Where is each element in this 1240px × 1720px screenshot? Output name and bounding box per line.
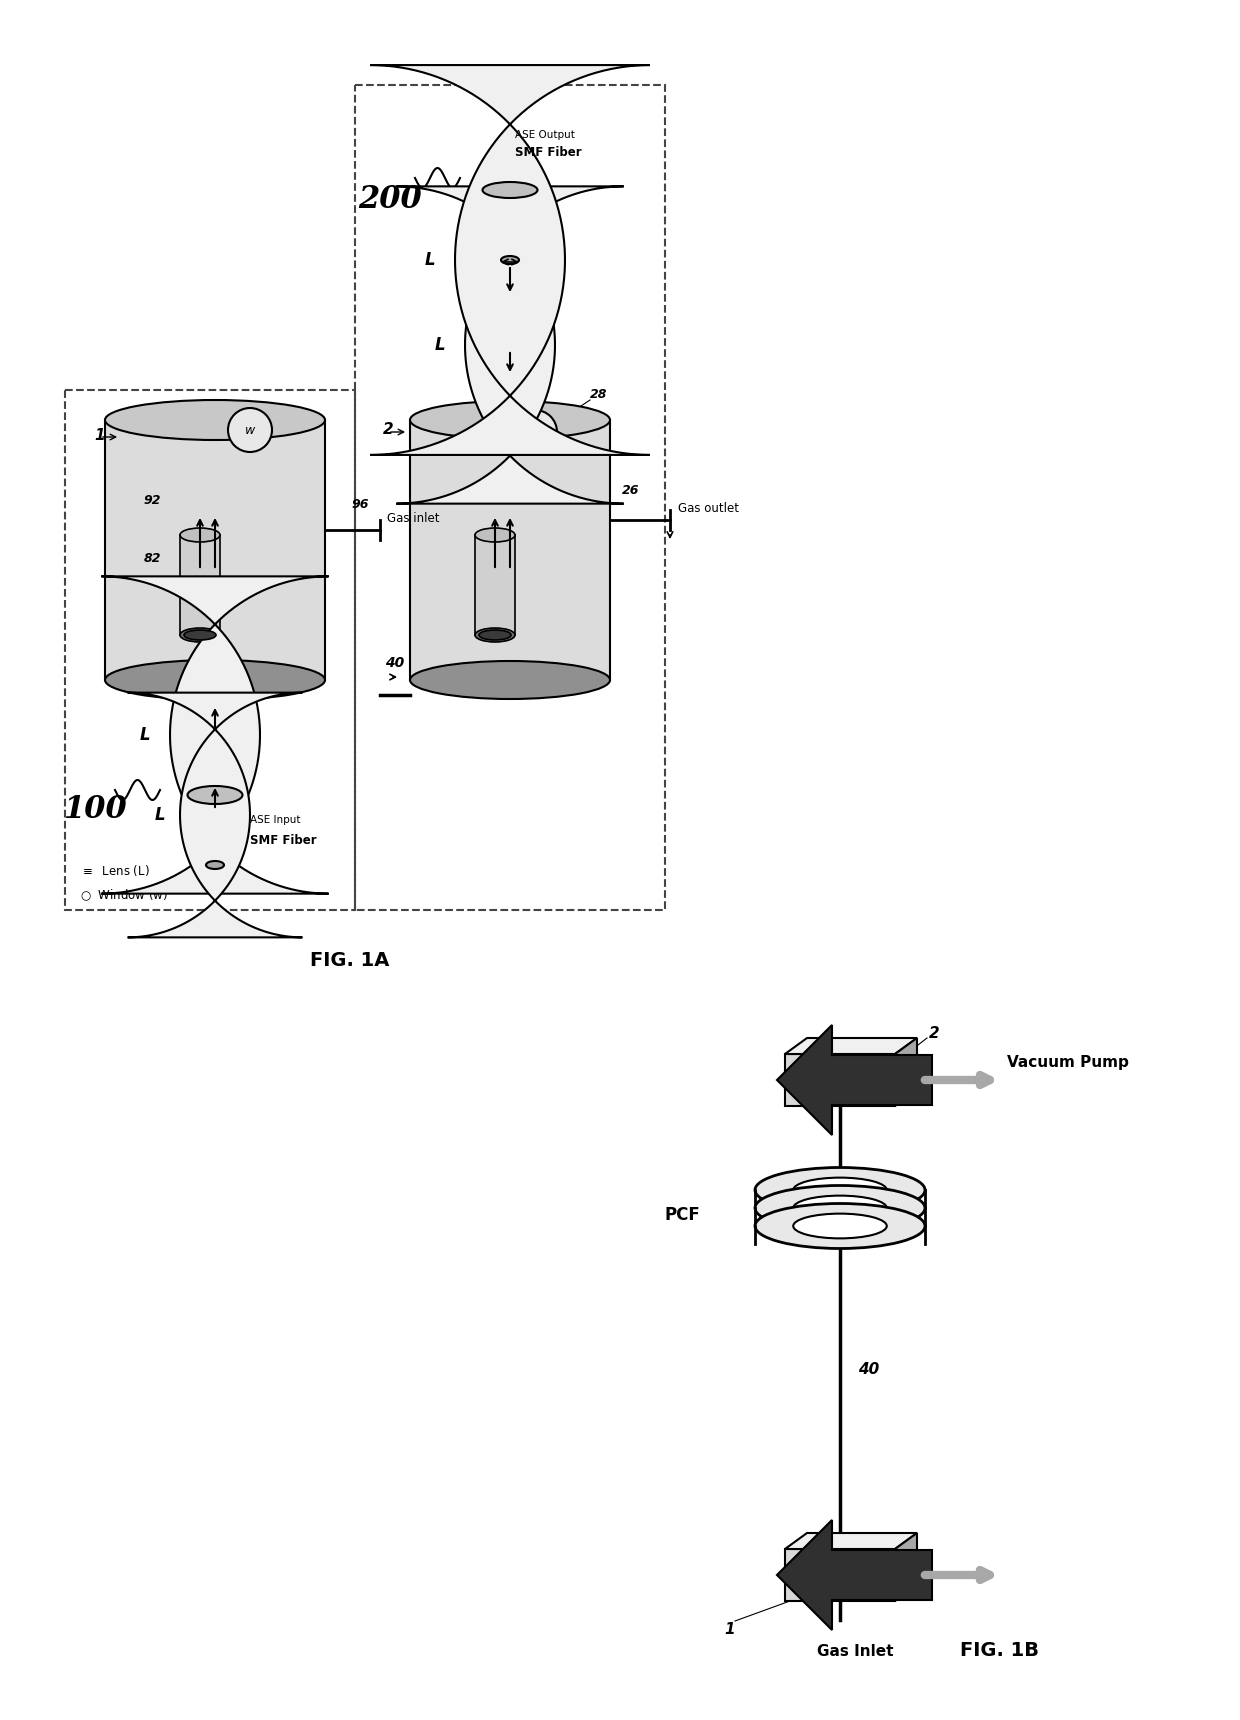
Text: PCF: PCF <box>665 1206 701 1225</box>
Ellipse shape <box>105 660 325 700</box>
Polygon shape <box>895 1037 918 1106</box>
Text: 1: 1 <box>724 1622 735 1636</box>
Polygon shape <box>102 576 329 894</box>
Polygon shape <box>397 186 624 504</box>
Ellipse shape <box>105 401 325 440</box>
Polygon shape <box>785 1037 918 1054</box>
Circle shape <box>228 408 272 452</box>
Ellipse shape <box>755 1185 925 1230</box>
Polygon shape <box>777 1025 932 1135</box>
Polygon shape <box>895 1533 918 1601</box>
Polygon shape <box>482 189 537 260</box>
Polygon shape <box>105 420 325 679</box>
Ellipse shape <box>501 256 520 263</box>
Polygon shape <box>777 1520 932 1631</box>
Polygon shape <box>785 1533 918 1550</box>
Ellipse shape <box>180 628 219 642</box>
Text: 2: 2 <box>929 1025 940 1041</box>
Polygon shape <box>410 420 610 679</box>
Polygon shape <box>785 1054 895 1106</box>
Ellipse shape <box>794 1178 887 1202</box>
Text: 200: 200 <box>358 184 422 215</box>
Text: 26: 26 <box>622 483 640 497</box>
Text: L: L <box>435 335 445 354</box>
Text: w: w <box>529 425 541 439</box>
Text: 28: 28 <box>590 389 608 401</box>
Text: ASE Output: ASE Output <box>515 131 575 139</box>
Text: 96: 96 <box>351 499 368 511</box>
Text: $\equiv$  Lens (L): $\equiv$ Lens (L) <box>81 862 150 877</box>
Ellipse shape <box>180 528 219 542</box>
Text: SMF Fiber: SMF Fiber <box>515 146 582 158</box>
Text: FIG. 1B: FIG. 1B <box>961 1641 1039 1660</box>
Text: L: L <box>155 807 165 824</box>
Polygon shape <box>785 1550 895 1601</box>
Text: 40: 40 <box>386 655 404 671</box>
Text: ASE Input: ASE Input <box>250 815 300 826</box>
Text: Gas inlet: Gas inlet <box>387 511 439 525</box>
Polygon shape <box>475 535 515 635</box>
Polygon shape <box>128 693 303 937</box>
Circle shape <box>513 409 557 454</box>
Ellipse shape <box>184 630 216 640</box>
Text: 82: 82 <box>144 552 161 564</box>
Text: FIG. 1A: FIG. 1A <box>310 951 389 970</box>
Text: 1: 1 <box>94 428 105 442</box>
Ellipse shape <box>475 628 515 642</box>
Text: 40: 40 <box>858 1362 879 1378</box>
Text: Gas outlet: Gas outlet <box>678 502 739 514</box>
Text: SMF Fiber: SMF Fiber <box>250 834 316 846</box>
Ellipse shape <box>755 1168 925 1213</box>
Ellipse shape <box>482 182 537 198</box>
Ellipse shape <box>206 862 224 869</box>
Polygon shape <box>187 795 243 865</box>
Polygon shape <box>180 535 219 635</box>
Ellipse shape <box>794 1214 887 1238</box>
Ellipse shape <box>410 660 610 698</box>
Text: 100: 100 <box>63 795 126 826</box>
Text: 2: 2 <box>383 423 393 437</box>
Text: Gas Inlet: Gas Inlet <box>817 1644 893 1658</box>
Ellipse shape <box>755 1204 925 1249</box>
Text: w: w <box>244 423 255 437</box>
Ellipse shape <box>475 528 515 542</box>
Text: 92: 92 <box>144 494 161 506</box>
Ellipse shape <box>479 630 511 640</box>
Text: $\bigcirc$  Window (w): $\bigcirc$ Window (w) <box>81 888 167 903</box>
Text: Vacuum Pump: Vacuum Pump <box>1007 1054 1128 1070</box>
Text: L: L <box>140 726 150 745</box>
Ellipse shape <box>410 401 610 439</box>
Ellipse shape <box>794 1195 887 1221</box>
Ellipse shape <box>187 786 243 803</box>
Text: L: L <box>424 251 435 268</box>
Polygon shape <box>370 65 650 456</box>
